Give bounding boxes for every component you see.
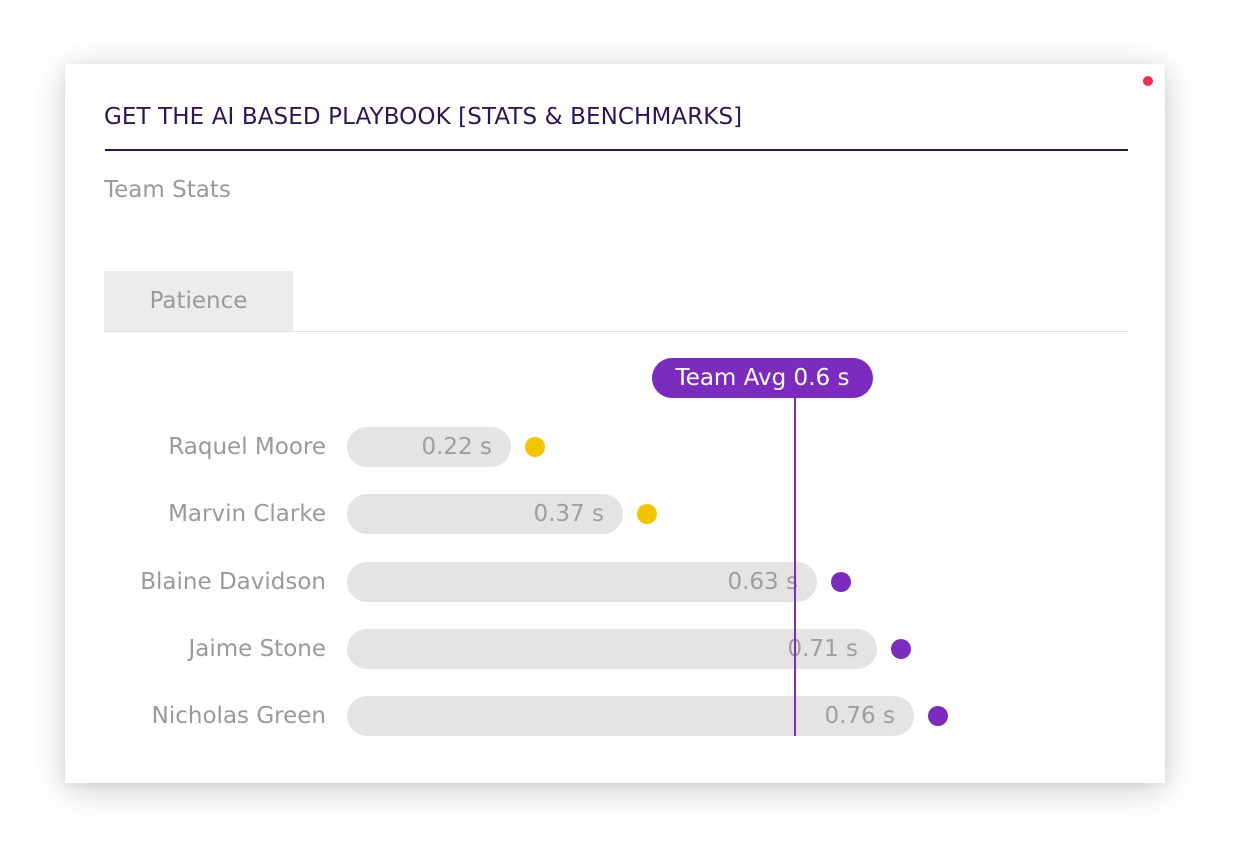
status-dot-icon [637, 504, 657, 525]
status-dot-icon [891, 638, 911, 659]
status-dot-icon [525, 437, 545, 457]
value-bar: 0.22 s [347, 427, 511, 467]
team-average-line [794, 394, 796, 736]
playbook-dialog: GET THE AI BASED PLAYBOOK [STATS & BENCH… [65, 64, 1165, 783]
title-divider [105, 149, 1128, 151]
value-bar: 0.37 s [347, 494, 623, 535]
section-subtitle: Team Stats [104, 177, 231, 203]
chart-row: Raquel Moore 0.22 s [65, 427, 1165, 467]
chart-row: Jaime Stone 0.71 s [65, 628, 1165, 669]
value-bar: 0.76 s [347, 696, 914, 736]
value-bar: 0.63 s [347, 561, 817, 602]
tab-divider [104, 331, 1128, 332]
bar-value-label: 0.76 s [824, 703, 895, 729]
status-dot-icon [831, 571, 851, 592]
tab-patience[interactable]: Patience [104, 271, 293, 331]
dialog-title: GET THE AI BASED PLAYBOOK [STATS & BENCH… [104, 104, 743, 130]
bar-value-label: 0.71 s [787, 635, 858, 662]
status-dot-icon [928, 706, 948, 726]
bar-value-label: 0.22 s [421, 434, 492, 460]
team-average-label: Team Avg 0.6 s [652, 358, 873, 398]
row-name-label: Blaine Davidson [140, 568, 326, 595]
bar-value-label: 0.63 s [727, 568, 798, 595]
row-name-label: Jaime Stone [188, 635, 326, 662]
chart-row: Nicholas Green 0.76 s [65, 696, 1165, 736]
team-stats-chart: Team Avg 0.6 s Raquel Moore 0.22 s Marvin … [65, 64, 1165, 783]
notification-dot-icon [1143, 76, 1153, 86]
bar-value-label: 0.37 s [533, 501, 604, 528]
row-name-label: Marvin Clarke [168, 501, 326, 528]
chart-row: Blaine Davidson 0.63 s [65, 561, 1165, 602]
row-name-label: Raquel Moore [168, 434, 326, 460]
chart-row: Marvin Clarke 0.37 s [65, 494, 1165, 535]
row-name-label: Nicholas Green [151, 703, 326, 729]
value-bar: 0.71 s [347, 628, 877, 669]
